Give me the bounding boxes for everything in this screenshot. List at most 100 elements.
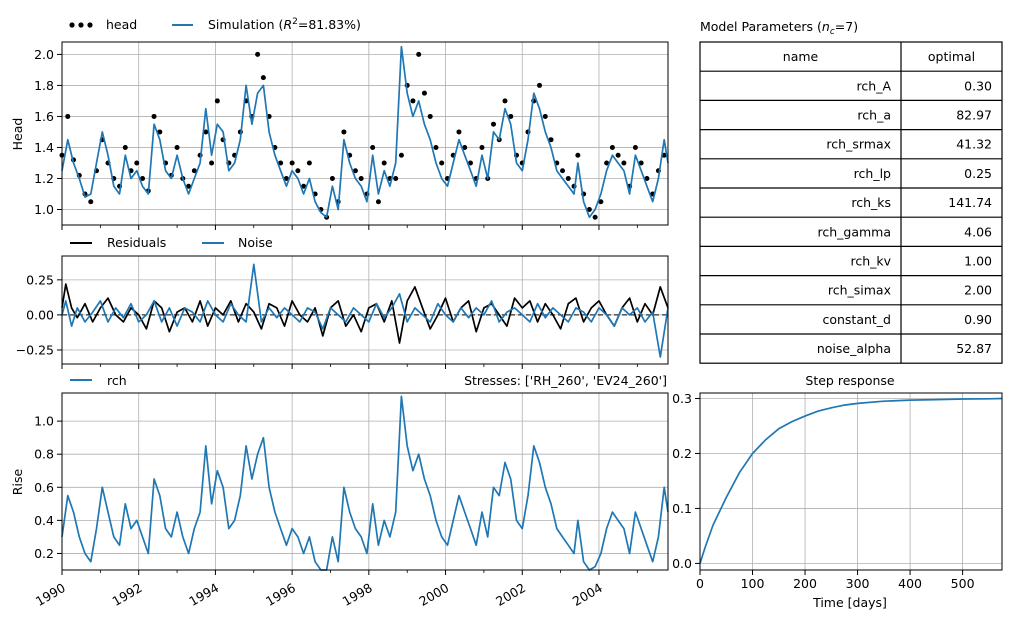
legend-marker-head-1 (69, 22, 75, 28)
data-point-head (151, 113, 157, 119)
data-point-head (592, 214, 598, 220)
data-point-head (621, 160, 627, 166)
data-point-head (598, 199, 604, 205)
head-panel: 1.0 1.2 1.4 1.6 1.8 2.0 Head head Simulation … (10, 17, 669, 230)
step-response-title: Step response (805, 373, 895, 388)
table-cell-optimal: 0.90 (964, 312, 992, 327)
contribution-axes-frame (62, 393, 668, 570)
table-cell-optimal: 41.32 (956, 137, 992, 152)
y-tick-label: 1.6 (34, 109, 54, 124)
legend-label-noise: Noise (238, 235, 273, 250)
data-point-head (537, 82, 543, 88)
data-point-head (140, 175, 146, 181)
data-point-head (278, 160, 284, 166)
table-cell-optimal: 4.06 (964, 224, 992, 239)
contribution-axes-border (61, 392, 669, 571)
table-cell-name: rch_simax (828, 283, 891, 298)
table-cell-name: rch_gamma (817, 224, 891, 239)
contribution-y-ticks: 0.2 0.4 0.6 0.8 1.0 (34, 414, 62, 561)
y-tick-label: 1.2 (34, 171, 54, 186)
data-point-head (157, 129, 163, 135)
data-point-head (398, 152, 404, 158)
table-cell-name: rch_kv (850, 254, 891, 269)
contribution-legend: rch (70, 373, 127, 388)
contribution-x-ticks: 1990 1992 1994 1996 1998 2000 2002 2004 (33, 580, 605, 609)
contribution-marks (61, 395, 669, 571)
data-point-head (352, 168, 358, 174)
data-point-head (609, 144, 615, 150)
residuals-marks (61, 263, 669, 358)
data-point-head (604, 160, 610, 166)
data-point-head (421, 90, 427, 96)
data-point-head (508, 113, 514, 119)
series-line-noise (61, 263, 669, 358)
data-point-head (65, 113, 71, 119)
y-tick-label: 1.0 (34, 414, 54, 429)
data-point-head (490, 121, 496, 127)
table-cell-optimal: 52.87 (956, 341, 992, 356)
data-point-head (381, 160, 387, 166)
data-point-head (88, 199, 94, 205)
residuals-panel: −0.25 0.00 0.25 Residuals Noise (16, 235, 669, 369)
data-point-head (122, 144, 128, 150)
x-tick-label: 2000 (416, 580, 451, 609)
y-tick-label: 0.1 (672, 501, 692, 516)
table-cell-optimal: 2.00 (964, 283, 992, 298)
table-cell-optimal: 141.74 (948, 195, 992, 210)
y-tick-label: 0.8 (34, 447, 54, 462)
y-tick-label: 1.0 (34, 202, 54, 217)
parameters-table-grid: name optimal rch_A 0.30 rch_a 82.97 rch_srmax 4… (699, 41, 1003, 364)
parameters-title-main: Model Parameters ( (700, 19, 822, 34)
y-tick-label: 0.2 (672, 446, 692, 461)
legend-label-rch: rch (107, 373, 127, 388)
data-point-head (632, 144, 638, 150)
x-tick-label: 500 (951, 576, 975, 591)
data-point-head (341, 129, 347, 135)
data-point-head (203, 129, 209, 135)
step-axes-frame (700, 393, 1002, 570)
data-point-head (214, 98, 220, 104)
x-tick-label: 300 (846, 576, 870, 591)
contribution-panel: 0.2 0.4 0.6 0.8 1.0 1990 1992 1994 1996 1998 2000… (10, 373, 669, 609)
data-point-head (586, 206, 592, 212)
y-tick-label: 1.8 (34, 78, 54, 93)
residuals-legend: Residuals Noise (70, 235, 273, 250)
x-tick-label: 1998 (340, 580, 375, 609)
parameters-title-sub: c (830, 27, 835, 37)
data-point-head (638, 160, 644, 166)
head-ylabel: Head (10, 118, 25, 151)
legend-marker-head-2 (78, 22, 84, 28)
series-line-rch (61, 395, 669, 571)
table-cell-name: rch_ks (851, 195, 891, 210)
data-point-head (306, 160, 312, 166)
legend-sim-prefix: Simulation ( (208, 17, 283, 32)
residuals-axes-border (61, 255, 669, 365)
x-tick-label: 1994 (186, 580, 221, 609)
data-point-head (191, 168, 197, 174)
y-tick-label: 0.25 (26, 272, 54, 287)
y-tick-label: 1.4 (34, 140, 54, 155)
x-tick-label: 100 (741, 576, 765, 591)
head-y-ticks: 1.0 1.2 1.4 1.6 1.8 2.0 (34, 47, 62, 217)
data-point-head (393, 175, 399, 181)
data-point-head (134, 160, 140, 166)
data-point-head (301, 183, 307, 189)
legend-sim-r: R (283, 17, 292, 32)
head-axes-border (61, 41, 669, 226)
data-point-head (433, 144, 439, 150)
table-cell-name: noise_alpha (817, 341, 891, 356)
table-cell-optimal: 1.00 (964, 254, 992, 269)
step-y-ticks: 0.0 0.1 0.2 0.3 (672, 391, 700, 571)
residuals-axes-frame (62, 256, 668, 364)
table-cell-name: rch_srmax (826, 137, 891, 152)
data-point-head (467, 160, 473, 166)
data-point-head (375, 199, 381, 205)
data-point-head (255, 51, 261, 57)
legend-label-residuals: Residuals (107, 235, 166, 250)
data-point-head (370, 144, 376, 150)
data-point-head (289, 160, 295, 166)
x-tick-label: 200 (793, 576, 817, 591)
y-tick-label: 0.0 (672, 556, 692, 571)
data-point-head (209, 160, 215, 166)
